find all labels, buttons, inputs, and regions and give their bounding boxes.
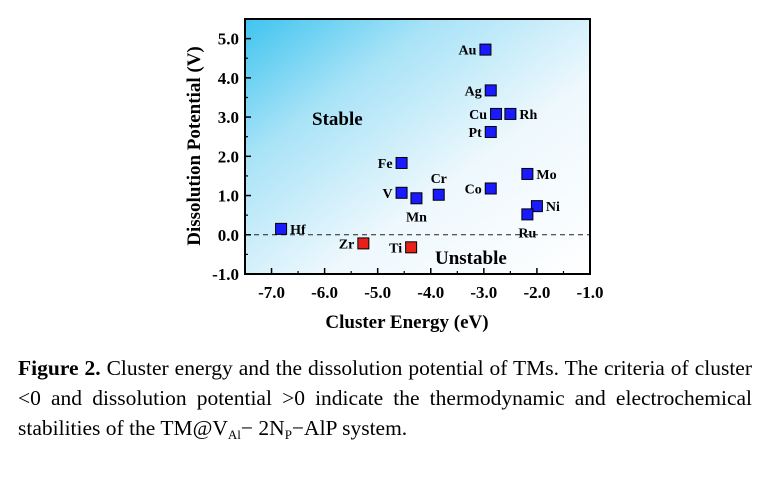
y-axis-label: Dissolution Potential (V) bbox=[184, 46, 205, 246]
data-point-cu bbox=[490, 107, 503, 120]
caption-text-3: −AlP system. bbox=[291, 416, 408, 440]
data-point-ru bbox=[521, 208, 534, 221]
scatter-chart: -7.0 -6.0 -5.0 -4.0 -3.0 -2.0 -1.0 -1.0 0.0 1.0 2.… bbox=[184, 18, 604, 333]
x-tick-label: -6.0 bbox=[311, 283, 338, 302]
caption-text-1: Cluster energy and the dissolution poten… bbox=[18, 356, 752, 440]
data-point-co bbox=[484, 182, 497, 195]
data-point-ag bbox=[484, 84, 497, 97]
x-axis-label: Cluster Energy (eV) bbox=[325, 312, 488, 333]
point-label-v: V bbox=[382, 187, 392, 202]
data-point-pt bbox=[484, 125, 497, 138]
figure-caption: Figure 2. Cluster energy and the dissolu… bbox=[18, 353, 752, 443]
point-label-ti: Ti bbox=[389, 241, 402, 256]
data-point-ti bbox=[405, 241, 418, 254]
data-point-fe bbox=[395, 156, 408, 169]
x-tick-label: -1.0 bbox=[577, 283, 604, 302]
data-point-v bbox=[395, 186, 408, 199]
point-label-pt: Pt bbox=[469, 126, 483, 141]
data-point-rh bbox=[504, 107, 517, 120]
data-point-hf bbox=[275, 222, 288, 235]
point-label-zr: Zr bbox=[339, 237, 355, 252]
caption-text-2: − 2N bbox=[240, 416, 285, 440]
x-tick-label: -7.0 bbox=[258, 283, 285, 302]
plot-frame bbox=[244, 18, 591, 275]
point-label-co: Co bbox=[465, 182, 482, 197]
point-label-rh: Rh bbox=[519, 108, 537, 123]
x-tick-label: -5.0 bbox=[364, 283, 391, 302]
point-label-ni: Ni bbox=[546, 200, 560, 215]
x-tick-label: -4.0 bbox=[417, 283, 444, 302]
y-tick-label: 4.0 bbox=[218, 69, 239, 88]
point-label-au: Au bbox=[459, 44, 477, 59]
caption-label: Figure 2. bbox=[18, 356, 101, 380]
data-point-cr bbox=[432, 188, 445, 201]
data-point-au bbox=[479, 43, 492, 56]
x-tick-label: -3.0 bbox=[470, 283, 497, 302]
caption-sub-2: P bbox=[284, 427, 292, 442]
region-label-unstable: Unstable bbox=[435, 248, 507, 269]
y-tick-label: 0.0 bbox=[218, 226, 239, 245]
y-tick-label: 2.0 bbox=[218, 147, 239, 166]
plot-background bbox=[245, 19, 590, 274]
point-label-ru: Ru bbox=[518, 226, 536, 241]
data-point-mo bbox=[521, 167, 534, 180]
data-point-ni bbox=[530, 200, 543, 213]
point-label-fe: Fe bbox=[378, 157, 393, 172]
point-label-mo: Mo bbox=[536, 168, 556, 183]
y-tick-label: 1.0 bbox=[218, 187, 239, 206]
x-tick-label: -2.0 bbox=[523, 283, 550, 302]
region-label-stable: Stable bbox=[312, 109, 363, 130]
point-label-cu: Cu bbox=[469, 108, 487, 123]
y-tick-label: 3.0 bbox=[218, 108, 239, 127]
point-label-ag: Ag bbox=[465, 84, 482, 99]
y-tick-label: -1.0 bbox=[212, 265, 239, 284]
data-point-zr bbox=[357, 237, 370, 250]
point-label-hf: Hf bbox=[290, 223, 306, 238]
y-tick-label: 5.0 bbox=[218, 30, 239, 49]
data-point-mn bbox=[410, 192, 423, 205]
point-label-cr: Cr bbox=[431, 172, 447, 187]
caption-sub-1: Al bbox=[227, 427, 241, 442]
point-label-mn: Mn bbox=[406, 210, 427, 225]
